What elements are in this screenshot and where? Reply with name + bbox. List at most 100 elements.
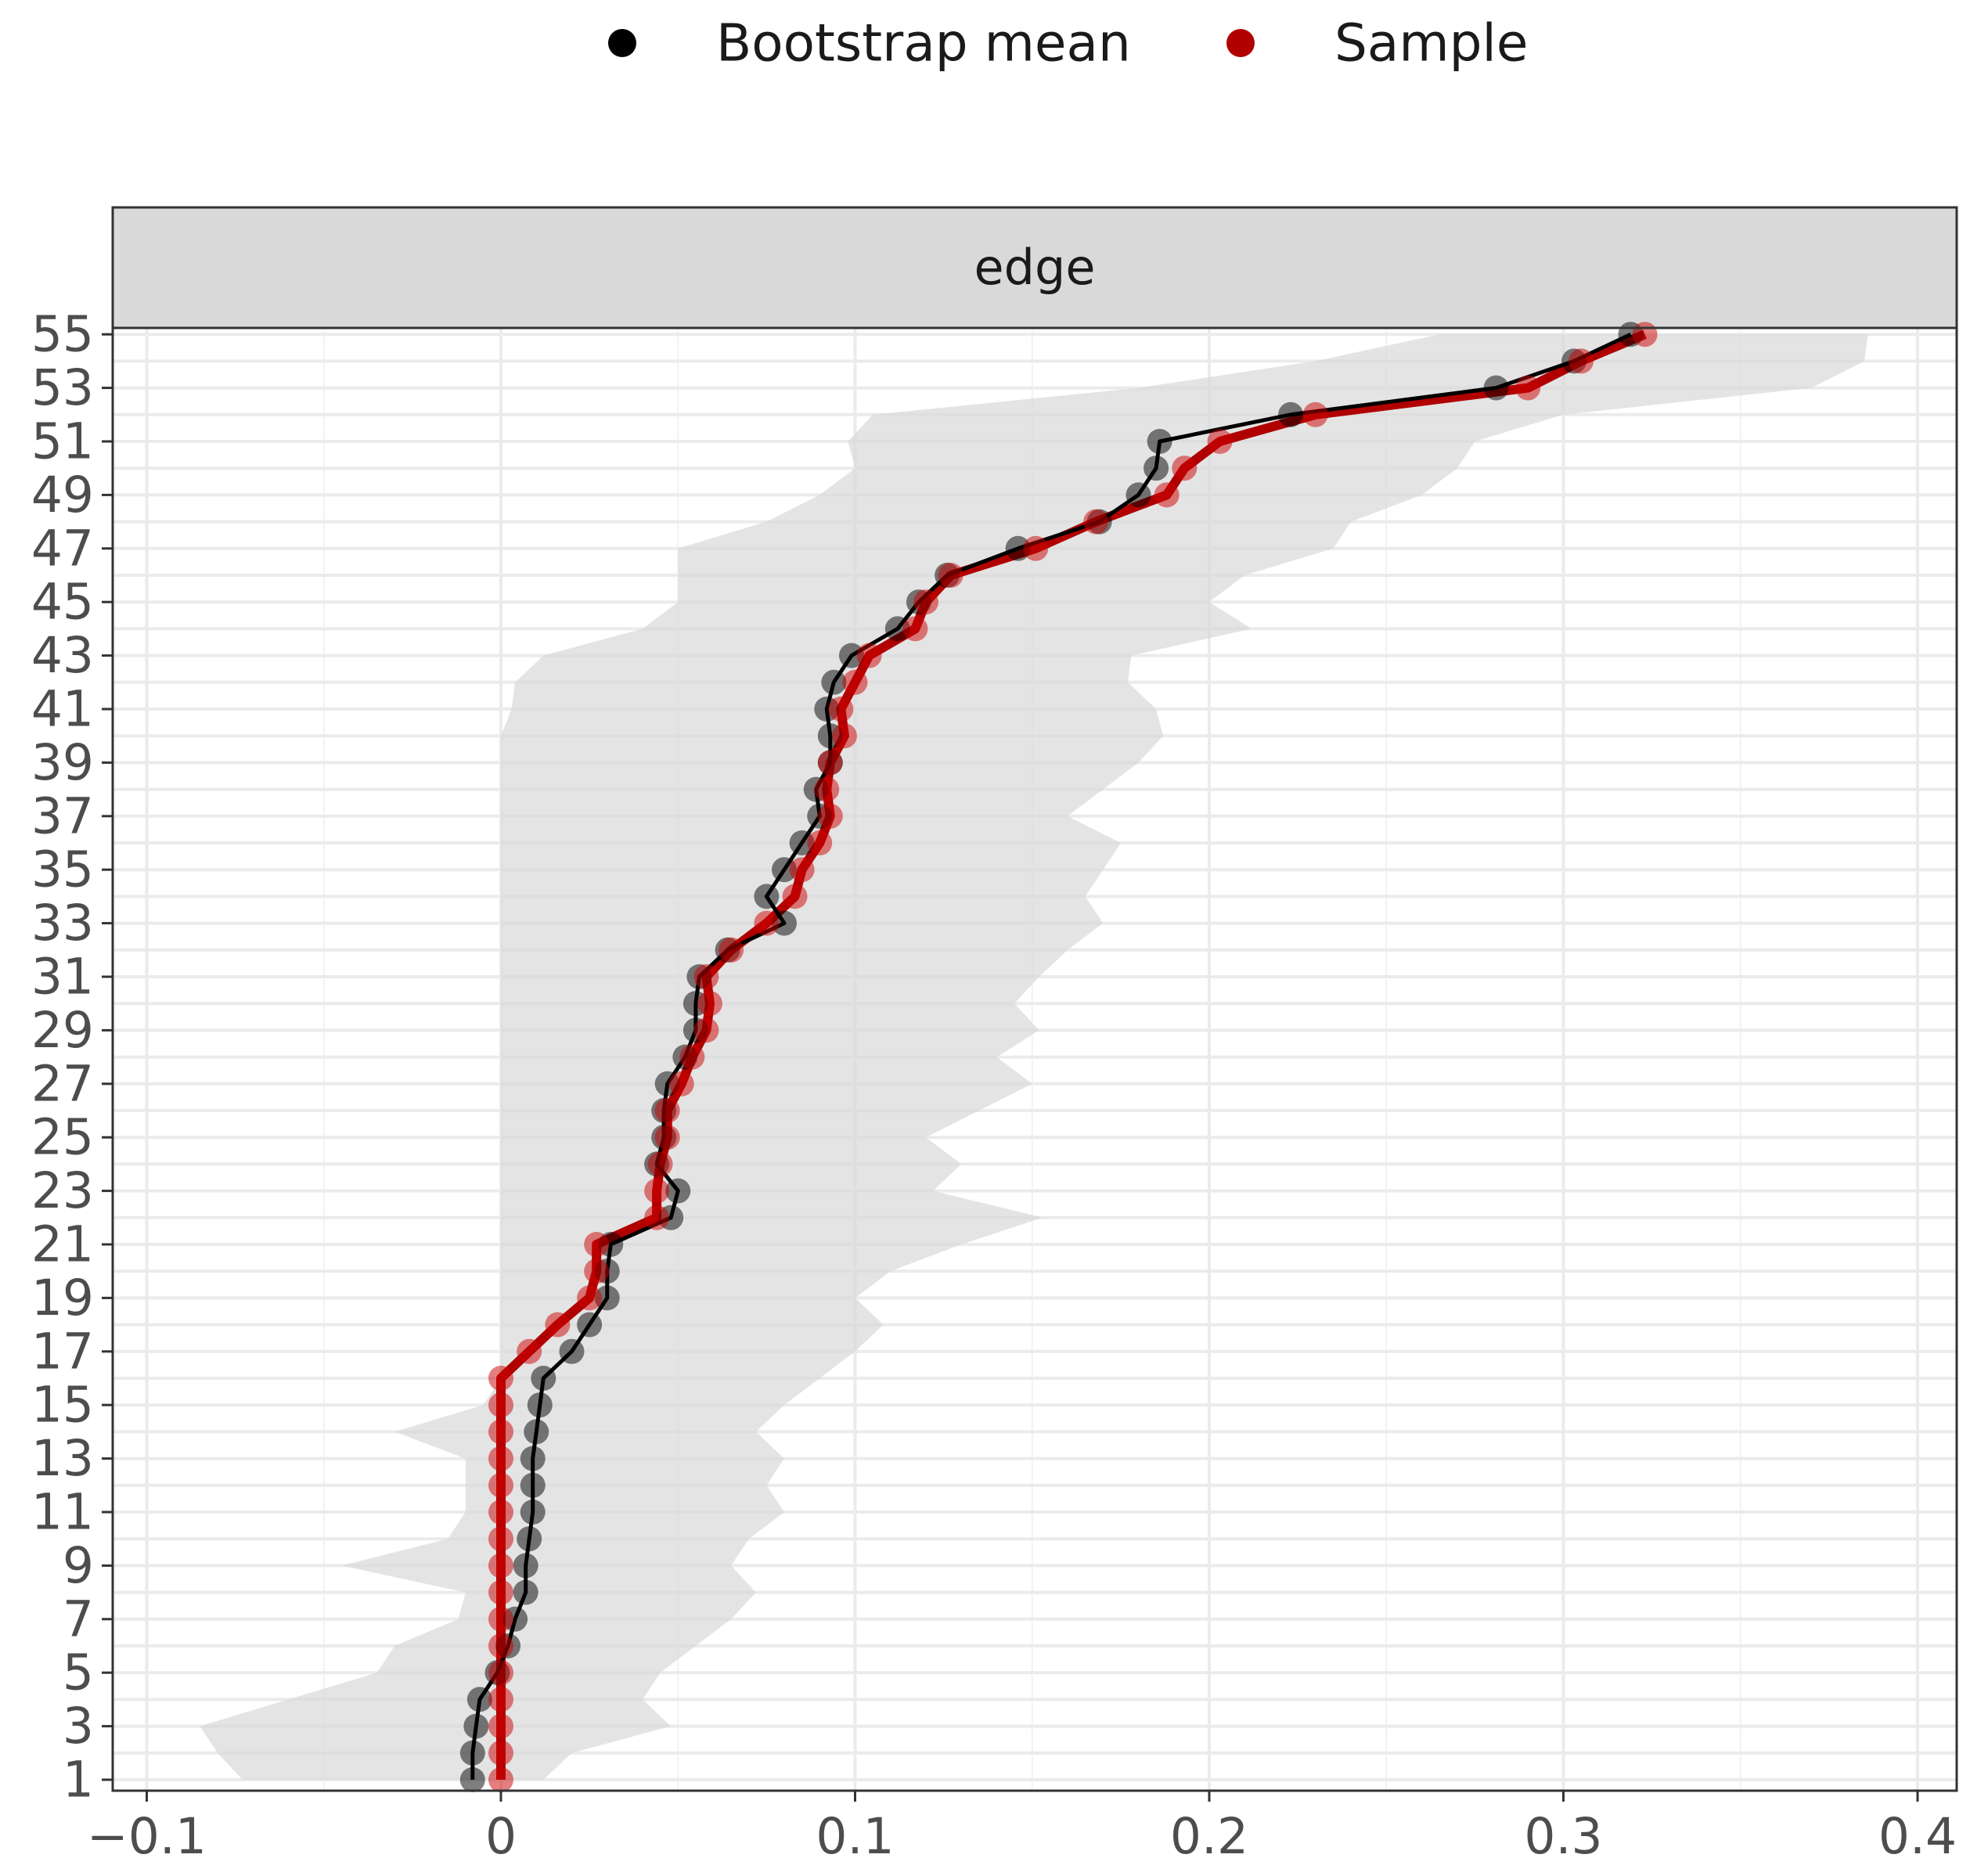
sample-point xyxy=(488,1687,513,1712)
sample-point xyxy=(644,1178,670,1204)
y-tick-label: 23 xyxy=(31,1162,94,1219)
bootstrap-mean-point xyxy=(459,1767,485,1792)
bootstrap-mean-point xyxy=(463,1713,489,1739)
sample-point xyxy=(902,616,928,642)
bootstrap-mean-point xyxy=(1278,401,1304,427)
y-tick-label: 19 xyxy=(31,1269,94,1327)
sample-point xyxy=(1568,348,1594,374)
sample-point xyxy=(1207,429,1233,454)
facet-strip-background xyxy=(111,206,1958,329)
series-points xyxy=(459,322,1658,1792)
bootstrap-mean-point xyxy=(1005,535,1031,561)
sample-point xyxy=(488,1713,513,1739)
sample-point xyxy=(488,1366,513,1391)
sample-point xyxy=(488,1553,513,1579)
sample-point xyxy=(654,1125,680,1150)
y-axis: 1357911131517192123252729313335373941434… xyxy=(31,306,113,1809)
sample-point xyxy=(545,1312,571,1338)
sample-point xyxy=(1302,401,1328,427)
y-tick-label: 35 xyxy=(31,841,94,898)
sample-point xyxy=(584,1258,610,1284)
sample-point xyxy=(693,1017,719,1043)
x-tick-label: 0.2 xyxy=(1170,1808,1248,1865)
bootstrap-mean-point xyxy=(517,1526,542,1552)
sample-point xyxy=(488,1472,513,1498)
sample-point xyxy=(913,589,938,615)
x-tick-label: 0.1 xyxy=(816,1808,894,1865)
y-tick-label: 27 xyxy=(31,1055,94,1112)
legend: Bootstrap mean Sample xyxy=(608,13,1528,74)
x-tick-label: 0.4 xyxy=(1878,1808,1957,1865)
y-tick-label: 37 xyxy=(31,787,94,844)
bootstrap-mean-point xyxy=(531,1366,556,1391)
confidence-band xyxy=(200,334,1868,1781)
sample-point xyxy=(577,1285,603,1311)
y-tick-label: 49 xyxy=(31,466,94,524)
y-tick-label: 17 xyxy=(31,1323,94,1380)
sample-point xyxy=(488,1446,513,1471)
bootstrap-mean-point xyxy=(520,1500,546,1525)
x-tick-label: 0.3 xyxy=(1524,1808,1602,1865)
sample-point xyxy=(488,1526,513,1552)
bootstrap-mean-point xyxy=(838,643,864,668)
sample-point xyxy=(488,1419,513,1445)
sample-point xyxy=(789,857,815,883)
bootstrap-mean-point xyxy=(772,857,797,883)
y-tick-label: 47 xyxy=(31,520,94,577)
sample-point xyxy=(488,1500,513,1525)
bootstrap-mean-point xyxy=(459,1740,485,1766)
bootstrap-mean-point xyxy=(466,1687,492,1712)
sample-point xyxy=(488,1740,513,1766)
sample-point xyxy=(697,991,722,1017)
legend-key-sample xyxy=(1226,29,1255,57)
legend-label-sample: Sample xyxy=(1334,13,1528,74)
bootstrap-mean-point xyxy=(513,1553,538,1579)
legend-label-bootstrap-mean: Bootstrap mean xyxy=(716,13,1131,74)
sample-point xyxy=(814,776,840,802)
sample-point xyxy=(1632,322,1658,347)
sample-point xyxy=(1515,375,1541,401)
sample-point xyxy=(938,563,963,588)
bootstrap-mean-point xyxy=(577,1312,603,1338)
sample-point xyxy=(668,1071,694,1096)
y-tick-label: 33 xyxy=(31,895,94,952)
bootstrap-mean-point xyxy=(559,1338,585,1364)
sample-point xyxy=(644,1204,670,1230)
sample-point xyxy=(488,1633,513,1658)
bootstrap-mean-point xyxy=(594,1285,620,1311)
sample-point xyxy=(1083,509,1109,535)
sample-point xyxy=(807,830,833,855)
sample-point xyxy=(856,643,882,668)
x-tick-label: 0 xyxy=(485,1808,517,1865)
sample-point xyxy=(488,1392,513,1418)
sample-point xyxy=(488,1579,513,1605)
sample-point xyxy=(754,910,780,936)
y-tick-label: 11 xyxy=(31,1484,94,1541)
sample-point xyxy=(1023,535,1049,561)
y-tick-label: 43 xyxy=(31,627,94,684)
sample-point xyxy=(828,697,854,722)
bootstrap-mean-point xyxy=(1483,375,1509,401)
bootstrap-mean-point xyxy=(1147,429,1172,454)
ci-band-area xyxy=(200,334,1868,1781)
sample-point xyxy=(1172,455,1197,481)
sample-point xyxy=(842,669,868,695)
bootstrap-mean-point xyxy=(821,669,847,695)
bootstrap-mean-point xyxy=(789,830,815,855)
y-tick-label: 21 xyxy=(31,1216,94,1273)
y-tick-label: 39 xyxy=(31,734,94,791)
y-tick-label: 5 xyxy=(63,1644,94,1701)
bootstrap-mean-point xyxy=(772,910,797,936)
sample-point xyxy=(488,1660,513,1686)
sample-point xyxy=(488,1606,513,1632)
sample-point xyxy=(647,1151,673,1177)
sample-point xyxy=(488,1767,513,1792)
x-tick-label: −0.1 xyxy=(87,1808,207,1865)
sample-point xyxy=(817,750,843,776)
y-tick-label: 3 xyxy=(63,1698,94,1755)
x-axis: −0.1 0 0.1 0.2 0.3 0.4 xyxy=(87,1791,1957,1865)
bootstrap-mean-point xyxy=(524,1419,549,1445)
bootstrap-mean-point xyxy=(513,1579,538,1605)
sample-point xyxy=(517,1338,542,1364)
